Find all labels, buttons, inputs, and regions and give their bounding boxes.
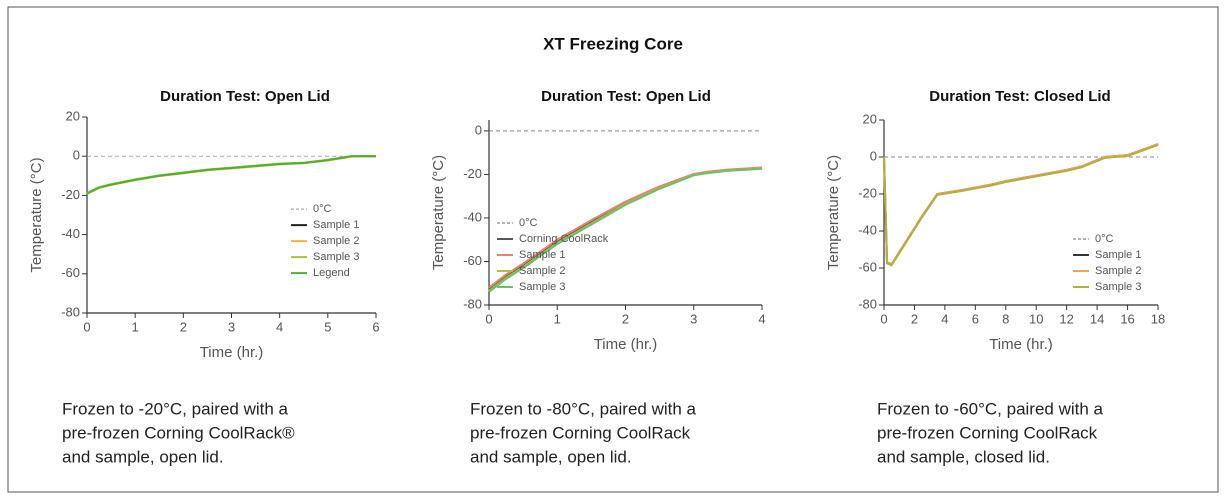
x-tick-label: 18 bbox=[1151, 311, 1165, 326]
legend-label: Sample 2 bbox=[313, 235, 359, 247]
y-axis-label: Temperature (°C) bbox=[825, 155, 842, 270]
x-tick-label: 6 bbox=[372, 319, 379, 334]
legend-label: Legend bbox=[313, 267, 350, 279]
x-tick-label: 1 bbox=[132, 319, 139, 334]
y-tick-label: -80 bbox=[61, 304, 80, 319]
caption-line: and sample, open lid. bbox=[62, 447, 224, 466]
x-tick-label: 4 bbox=[276, 319, 283, 334]
x-tick-label: 0 bbox=[880, 311, 887, 326]
x-tick-label: 14 bbox=[1090, 311, 1104, 326]
x-tick-label: 16 bbox=[1120, 311, 1134, 326]
y-tick-label: -20 bbox=[61, 187, 80, 202]
legend-label: Sample 3 bbox=[519, 281, 565, 293]
x-tick-label: 0 bbox=[485, 311, 492, 326]
x-tick-label: 10 bbox=[1029, 311, 1043, 326]
series-line bbox=[883, 144, 1159, 267]
frame bbox=[7, 6, 1219, 493]
x-tick-label: 3 bbox=[228, 319, 235, 334]
x-tick-label: 8 bbox=[1002, 311, 1009, 326]
series-line bbox=[883, 143, 1159, 266]
series-line bbox=[86, 155, 377, 194]
y-axis-label: Temperature (°C) bbox=[430, 155, 447, 270]
x-tick-label: 4 bbox=[758, 311, 765, 326]
x-tick-label: 5 bbox=[324, 319, 331, 334]
caption-line: pre-frozen Corning CoolRack bbox=[470, 423, 691, 442]
caption-line: Frozen to -60°C, paired with a bbox=[877, 399, 1104, 418]
y-tick-label: -80 bbox=[858, 296, 877, 311]
y-tick-label: -60 bbox=[61, 265, 80, 280]
x-tick-label: 2 bbox=[622, 311, 629, 326]
x-axis-label: Time (hr.) bbox=[989, 336, 1053, 353]
y-tick-label: -60 bbox=[463, 253, 482, 268]
legend-label: Sample 2 bbox=[1095, 265, 1141, 277]
y-tick-label: -20 bbox=[858, 185, 877, 200]
y-tick-label: 0 bbox=[73, 148, 80, 163]
series-line bbox=[488, 167, 763, 293]
legend-label: Sample 3 bbox=[1095, 281, 1141, 293]
chart-title: Duration Test: Open Lid bbox=[541, 88, 711, 105]
legend-label: Sample 1 bbox=[1095, 249, 1141, 261]
x-tick-label: 2 bbox=[180, 319, 187, 334]
legend-label: 0°C bbox=[519, 217, 538, 229]
x-tick-label: 3 bbox=[690, 311, 697, 326]
chart-title: Duration Test: Closed Lid bbox=[929, 88, 1110, 105]
x-tick-label: 4 bbox=[941, 311, 948, 326]
caption-line: pre-frozen Corning CoolRack® bbox=[62, 423, 295, 442]
legend-label: Sample 3 bbox=[313, 251, 359, 263]
x-axis-label: Time (hr.) bbox=[594, 336, 658, 353]
legend-label: Sample 1 bbox=[313, 219, 359, 231]
y-axis-label: Temperature (°C) bbox=[28, 157, 45, 272]
x-tick-label: 2 bbox=[911, 311, 918, 326]
y-tick-label: 0 bbox=[475, 122, 482, 137]
x-tick-label: 0 bbox=[83, 319, 90, 334]
legend-label: 0°C bbox=[1095, 233, 1114, 245]
y-tick-label: 20 bbox=[66, 108, 80, 123]
caption-line: pre-frozen Corning CoolRack bbox=[877, 423, 1098, 442]
chart-title: Duration Test: Open Lid bbox=[160, 88, 330, 105]
caption-line: Frozen to -20°C, paired with a bbox=[62, 399, 289, 418]
x-tick-label: 1 bbox=[554, 311, 561, 326]
y-tick-label: -40 bbox=[61, 226, 80, 241]
series-line bbox=[86, 155, 376, 195]
legend-label: Sample 2 bbox=[519, 265, 565, 277]
y-tick-label: 20 bbox=[863, 111, 877, 126]
caption-line: and sample, open lid. bbox=[470, 447, 632, 466]
series-line bbox=[86, 155, 376, 195]
x-tick-label: 6 bbox=[972, 311, 979, 326]
legend-label: 0°C bbox=[313, 203, 332, 215]
x-axis-label: Time (hr.) bbox=[200, 344, 264, 361]
legend-label: Corning CoolRack bbox=[519, 233, 609, 245]
caption-line: Frozen to -80°C, paired with a bbox=[470, 399, 697, 418]
series-line bbox=[883, 143, 1159, 266]
y-tick-label: -40 bbox=[463, 209, 482, 224]
legend-label: Sample 1 bbox=[519, 249, 565, 261]
y-tick-label: -20 bbox=[463, 166, 482, 181]
x-tick-label: 12 bbox=[1059, 311, 1073, 326]
caption-line: and sample, closed lid. bbox=[877, 447, 1050, 466]
y-tick-label: 0 bbox=[870, 148, 877, 163]
y-tick-label: -60 bbox=[858, 259, 877, 274]
figure-title: XT Freezing Core bbox=[543, 34, 683, 53]
y-tick-label: -80 bbox=[463, 296, 482, 311]
y-tick-label: -40 bbox=[858, 222, 877, 237]
series-line bbox=[86, 155, 377, 195]
